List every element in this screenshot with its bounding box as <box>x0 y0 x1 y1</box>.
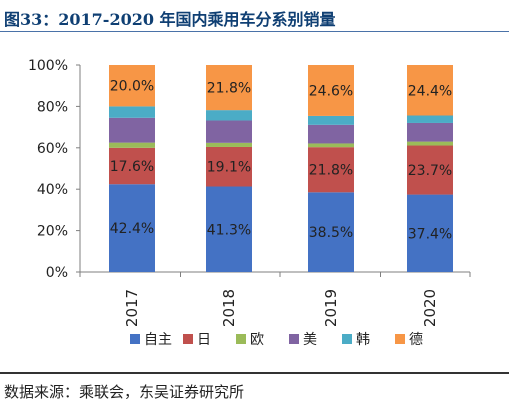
footer-divider <box>0 372 509 374</box>
data-label: 37.4% <box>408 226 452 242</box>
data-label: 21.8% <box>309 163 353 179</box>
title-divider <box>0 31 509 32</box>
bar-segment <box>308 143 354 148</box>
bar-segment <box>308 192 354 272</box>
y-tick-label: 0% <box>46 265 68 281</box>
stacked-bar-chart: 0% 20% 40% 60% 80% 100% 42.4% 17.6% 20.0% 2017 41.… <box>28 58 471 348</box>
bar-segment <box>109 142 155 148</box>
x-category-label: 2018 <box>220 289 238 327</box>
data-label: 42.4% <box>110 221 154 237</box>
data-label: 21.8% <box>207 81 251 97</box>
data-label: 24.6% <box>309 83 353 99</box>
data-label: 41.3% <box>207 222 251 238</box>
bar-segment <box>206 110 252 121</box>
y-tick-label: 40% <box>37 182 68 198</box>
bar-segment <box>109 147 155 185</box>
bar-segment <box>407 115 453 123</box>
legend-label: 德 <box>409 332 423 348</box>
bar-segment <box>206 120 252 143</box>
bar-segment <box>109 106 155 118</box>
y-tick-label: 20% <box>37 224 68 240</box>
bar-segment <box>308 115 354 125</box>
bar-segment <box>308 124 354 144</box>
legend-label: 自主 <box>144 332 172 348</box>
bar-segment <box>407 194 453 272</box>
legend-swatch <box>395 334 405 344</box>
x-category-label: 2019 <box>322 289 340 327</box>
bar-segment <box>109 65 155 107</box>
bar-segment <box>206 142 252 147</box>
data-label: 20.0% <box>110 79 154 95</box>
bar-segment <box>407 65 453 116</box>
legend-swatch <box>130 334 140 344</box>
data-label: 24.4% <box>408 83 452 99</box>
bar-segment <box>407 145 453 195</box>
legend-swatch <box>236 334 246 344</box>
y-tick-label: 100% <box>28 58 68 74</box>
bar-segment <box>308 147 354 193</box>
chart-title: 图33：2017-2020 年国内乘用车分系别销量 <box>4 10 336 29</box>
bar-segment <box>407 122 453 142</box>
legend-label: 韩 <box>356 332 370 348</box>
data-label: 23.7% <box>408 163 452 179</box>
y-tick-label: 60% <box>37 141 68 157</box>
y-tick-label: 80% <box>37 99 68 115</box>
legend-label: 美 <box>303 332 317 348</box>
legend-label: 欧 <box>250 332 264 348</box>
data-label: 38.5% <box>309 225 353 241</box>
data-label: 19.1% <box>207 160 251 176</box>
source-note: 数据来源：乘联会，东吴证券研究所 <box>4 383 245 401</box>
legend-swatch <box>342 334 352 344</box>
bar-segment <box>109 184 155 272</box>
bar-segment <box>407 141 453 146</box>
data-label: 17.6% <box>110 159 154 175</box>
bar-segment <box>206 186 252 272</box>
bar-segment <box>109 117 155 143</box>
legend-swatch <box>183 334 193 344</box>
bar-segment <box>206 146 252 187</box>
x-category-label: 2020 <box>421 289 439 327</box>
bar-segment <box>206 65 252 111</box>
bar-segment <box>308 65 354 116</box>
legend-swatch <box>289 334 299 344</box>
x-category-label: 2017 <box>123 289 141 327</box>
legend-label: 日 <box>197 332 211 348</box>
